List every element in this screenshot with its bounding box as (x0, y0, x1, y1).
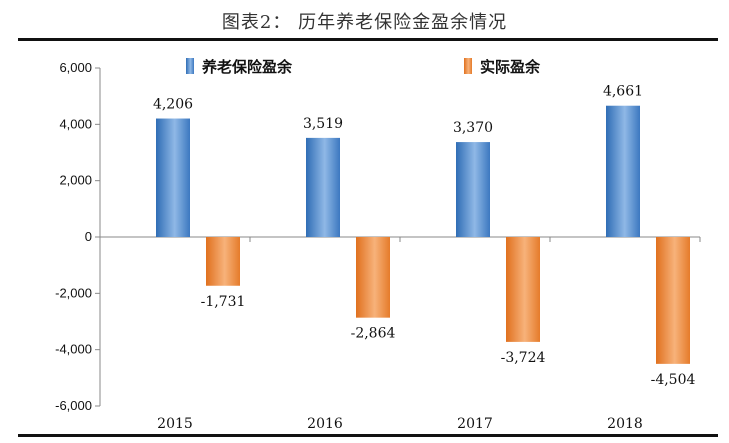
chart-bars (156, 105, 690, 364)
data-label: 4,206 (153, 97, 193, 113)
y-tick-label: -4,000 (55, 342, 92, 357)
bar-actual-surplus (506, 237, 540, 342)
bar-pension-surplus (606, 105, 640, 237)
bar-actual-surplus (656, 237, 690, 364)
legend-label: 养老保险盈余 (201, 58, 293, 76)
legend-label: 实际盈余 (480, 58, 541, 76)
chart-title: 图表2： 历年养老保险金盈余情况 (221, 12, 508, 33)
y-tick-label: -6,000 (55, 398, 92, 413)
data-label: 3,519 (303, 116, 343, 132)
bar-pension-surplus (306, 137, 340, 237)
chart-legend: 养老保险盈余 实际盈余 (186, 58, 541, 76)
legend-swatch (186, 58, 194, 74)
y-tick-label: 0 (85, 229, 92, 244)
y-tick-label: 6,000 (59, 60, 92, 75)
data-label: -1,731 (201, 294, 246, 310)
x-tick-label: 2016 (307, 416, 343, 432)
chart-data-labels: 4,206 -1,731 3,519 -2,864 3,370 -3,724 4,661 -4… (153, 84, 696, 388)
chart-axes: 6,000 4,000 2,000 0 -2,000 -4,000 -6,000 2015 20… (55, 60, 701, 432)
bar-pension-surplus (156, 118, 190, 237)
y-tick-label: 2,000 (59, 173, 92, 188)
x-tick-label: 2017 (457, 416, 493, 432)
data-label: -2,864 (351, 326, 396, 342)
bottom-rule (18, 434, 718, 437)
bar-pension-surplus (456, 142, 490, 237)
data-label: 3,370 (453, 120, 493, 136)
x-tick-label: 2015 (157, 416, 193, 432)
y-tick-label: -2,000 (55, 285, 92, 300)
data-label: 4,661 (603, 84, 643, 100)
y-tick-label: 4,000 (59, 116, 92, 131)
legend-swatch (464, 58, 472, 74)
title-rule (18, 38, 718, 41)
data-label: -3,724 (501, 350, 546, 366)
x-tick-label: 2018 (607, 416, 643, 432)
bar-actual-surplus (356, 237, 390, 318)
bar-actual-surplus (206, 237, 240, 286)
data-label: -4,504 (651, 372, 696, 388)
